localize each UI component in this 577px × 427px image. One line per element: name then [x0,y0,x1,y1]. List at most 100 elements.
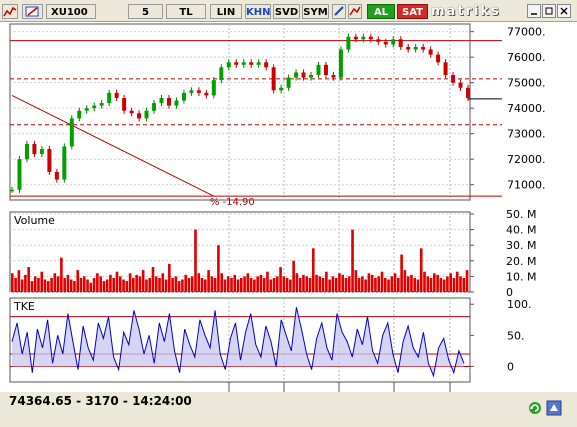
volume-ytick-label-2: 30. M [506,239,536,252]
price-candle-body-39 [301,72,306,78]
volume-bar-2 [17,270,21,292]
price-candle-body-5 [47,148,52,172]
volume-bar-28 [102,281,106,292]
volume-bar-120 [403,270,407,292]
sell-button[interactable]: SAT [397,4,428,19]
drawing-tool-icon[interactable] [348,4,362,19]
chart-canvas[interactable]: 77000. 76000. 75000. 74000. 73000. 72000. 7100… [0,22,577,408]
volume-bar-139 [465,270,469,292]
chart-area[interactable]: 77000. 76000. 75000. 74000. 73000. 72000. 7100… [0,22,577,408]
volume-bar-107 [361,276,364,292]
volume-bar-37 [132,277,135,292]
volume-bar-12 [50,277,53,292]
volume-bar-42 [148,277,152,292]
price-panel: 77000. 76000. 75000. 74000. 73000. 72000. 7100… [9,23,546,208]
buy-button[interactable]: AL [367,4,395,19]
volume-bar-109 [367,273,371,292]
brand-logo: matriks [431,4,501,19]
period-selector[interactable]: 5 [128,4,163,19]
sym-button[interactable]: SYM [302,4,329,19]
price-candle-body-19 [152,103,157,111]
volume-bar-27 [99,276,102,292]
price-candle-body-20 [159,97,164,104]
volume-bar-74 [253,279,256,292]
volume-bar-61 [210,276,214,292]
volume-bar-111 [374,277,377,292]
pencil-icon[interactable] [332,4,346,19]
price-candle-body-30 [234,62,239,65]
volume-bar-33 [118,276,122,292]
price-candle-body-8 [69,118,74,147]
price-candle-body-41 [316,64,321,76]
price-candle-body-26 [204,92,209,96]
volume-bar-77 [262,277,266,292]
price-candle-body-27 [211,80,216,96]
volume-bar-103 [347,276,351,292]
volume-bar-130 [436,274,439,292]
volume-bar-128 [429,277,433,292]
volume-bar-137 [459,276,462,292]
volume-bar-96 [325,271,328,292]
volume-bar-91 [308,277,312,292]
price-candle-body-24 [189,90,194,93]
price-candle-body-48 [368,36,373,40]
volume-bar-25 [92,277,96,292]
volume-bar-86 [292,260,295,292]
volume-bar-108 [364,279,367,292]
maximize-icon[interactable] [542,4,556,18]
volume-bar-126 [423,271,426,292]
edit-icon[interactable] [22,4,43,19]
volume-bar-22 [82,276,86,292]
volume-bar-49 [171,277,174,292]
price-candle-body-35 [271,67,276,91]
indicator-title: TKE [13,300,35,313]
volume-bar-52 [181,279,184,292]
status-bar [0,392,577,427]
price-candle-body-59 [451,75,456,83]
indicator-panel: 100. 50. 0 TKE [9,297,532,383]
price-candle-body-37 [286,77,291,88]
volume-bar-114 [383,277,387,292]
svd-button[interactable]: SVD [273,4,300,19]
price-ytick-label-3: 74000. [507,102,546,115]
volume-bar-6 [30,281,34,292]
volume-bar-100 [338,273,341,292]
price-candle-body-17 [137,113,142,119]
volume-bar-90 [305,276,309,292]
volume-bar-56 [194,229,197,292]
indicator-ytick-label-0: 100. [507,298,532,311]
volume-bar-39 [138,276,142,292]
settings-icon[interactable] [546,400,562,416]
volume-bar-14 [56,276,60,292]
volume-bar-15 [60,257,63,292]
price-candle-body-1 [17,159,22,190]
volume-bar-122 [410,274,413,292]
minimize-icon[interactable] [527,4,541,18]
scale-selector[interactable]: LIN [210,4,242,19]
close-icon[interactable] [557,4,571,18]
volume-bar-80 [272,277,276,292]
price-candle-body-21 [166,97,171,106]
price-candle-body-7 [62,146,67,180]
symbol-selector[interactable]: XU100 [46,4,96,19]
price-candle-body-10 [84,108,89,111]
currency-selector[interactable]: TL [166,4,206,19]
volume-bar-75 [256,276,259,292]
refresh-icon[interactable] [527,400,543,416]
price-candle-body-44 [338,49,343,78]
price-ytick-label-1: 76000. [507,51,546,64]
volume-bar-8 [37,277,40,292]
price-ytick-label-4: 73000. [507,128,546,141]
price-readout: 74364.65 - 3170 - 14:24:00 [9,394,192,408]
volume-bar-43 [151,267,155,292]
volume-bar-95 [321,277,325,292]
volume-bar-30 [109,274,112,292]
indicator-menu-icon[interactable] [2,4,18,19]
price-candle-body-49 [376,39,381,42]
volume-bar-3 [20,279,24,292]
khn-button[interactable]: KHN [245,4,271,19]
volume-bar-17 [66,274,70,292]
volume-bar-10 [43,279,47,292]
volume-bar-119 [400,254,403,292]
chart-toolbar: XU100 5 TL LIN KHN SVD SYM AL SAT matrik… [0,0,577,22]
